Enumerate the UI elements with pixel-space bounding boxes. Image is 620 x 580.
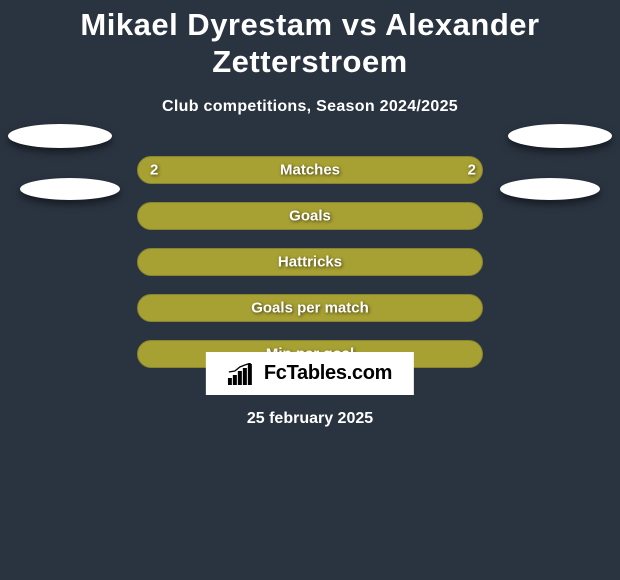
- stat-label: Matches: [280, 162, 340, 179]
- subtitle: Club competitions, Season 2024/2025: [0, 98, 620, 116]
- stat-bar: Goals per match: [137, 294, 483, 322]
- brand-text: FcTables.com: [264, 362, 392, 385]
- stat-row: Hattricks: [0, 248, 620, 294]
- stat-value-right: 2: [468, 162, 476, 179]
- brand-box: FcTables.com: [206, 352, 414, 395]
- stat-row: Goals per match: [0, 294, 620, 340]
- stat-label: Hattricks: [278, 254, 342, 271]
- decorative-ellipse: [8, 124, 112, 148]
- stat-bar: Goals: [137, 202, 483, 230]
- decorative-ellipse: [500, 178, 600, 200]
- page-title: Mikael Dyrestam vs Alexander Zetterstroe…: [0, 0, 620, 80]
- stat-bar: Matches 2 2: [137, 156, 483, 184]
- decorative-ellipse: [508, 124, 612, 148]
- decorative-ellipse: [20, 178, 120, 200]
- stat-row: Goals: [0, 202, 620, 248]
- stat-label: Goals per match: [251, 300, 369, 317]
- stat-value-left: 2: [150, 162, 158, 179]
- bar-chart-icon: [228, 363, 256, 385]
- date-text: 25 february 2025: [247, 410, 373, 428]
- stat-bar: Hattricks: [137, 248, 483, 276]
- stat-label: Goals: [289, 208, 331, 225]
